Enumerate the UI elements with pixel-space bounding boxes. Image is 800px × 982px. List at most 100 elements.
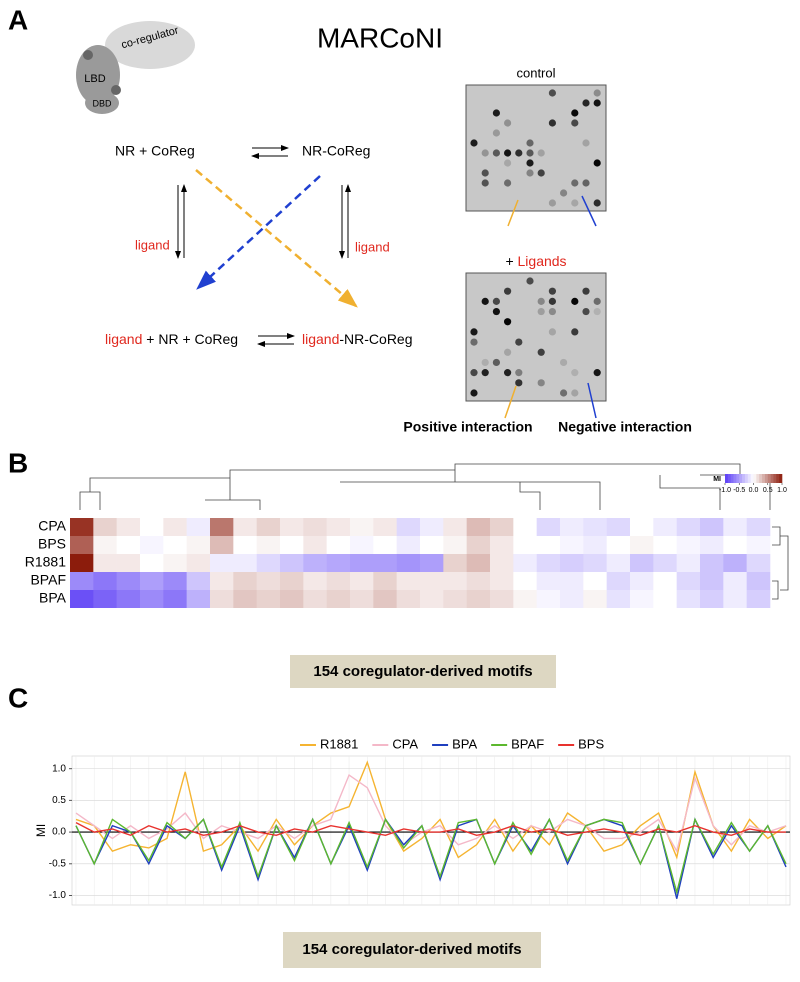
array-spot [481,369,489,377]
dendrogram [79,463,789,600]
array-spot [526,139,534,147]
heat-cell [653,536,677,554]
array-spot [504,369,512,377]
panel-label: B [8,447,28,478]
array-spot [582,307,590,316]
heat-cell [163,590,187,608]
heat-cell [536,572,561,590]
heat-cell [233,536,257,554]
ligand-label: ligand [355,239,390,254]
heat-cell [606,536,631,554]
array-spot [593,89,601,97]
array-spot [571,328,579,336]
heat-cell [723,518,747,536]
heat-cell [583,572,607,590]
interaction-label: Negative interaction [558,419,692,435]
y-tick-label: 0.5 [52,795,66,806]
array-spot [537,307,545,316]
array-spot [582,139,590,147]
heat-cell [723,572,747,590]
colorbar-tick-label: 1.0 [777,487,787,494]
heat-cell [723,536,747,554]
interaction-label: Positive interaction [403,419,532,435]
heat-cell [653,554,677,572]
array-spot [593,307,601,316]
array-spot [504,287,512,295]
heat-cell [490,536,514,554]
array-spot [504,348,512,356]
heat-cell [326,518,351,536]
legend-label: BPA [452,736,477,751]
annotation-box [283,932,541,968]
heat-cell [93,536,117,554]
legend-label: CPA [392,736,418,751]
row-label: CPA [38,518,66,534]
array-spot [492,297,500,305]
heat-cell [163,536,187,554]
array-spot [504,179,512,187]
array-image [465,84,607,212]
colorbar-step [727,474,731,483]
array-spot [526,277,534,285]
heat-cell [746,536,771,554]
array-spot [537,149,545,157]
heat-cell [606,572,631,590]
heat-cell [653,590,677,608]
array-spot [582,287,590,295]
heat-cell [490,572,514,590]
array-spot [470,328,478,336]
array-spot [481,169,489,177]
heat-cell [326,572,351,590]
heat-cell [210,572,234,590]
heat-cell [256,518,281,536]
array-spot [481,179,489,187]
heat-cell [233,572,257,590]
heat-cell [70,536,94,554]
array-spot [492,149,500,157]
heat-cell [606,518,631,536]
legend-label: R1881 [320,736,358,751]
ligand-word: ligand [105,331,142,347]
array-spot [593,159,601,167]
heat-cell [700,518,724,536]
heat-cell [186,536,211,554]
heat-cell [466,572,491,590]
heat-cell [256,572,281,590]
array-spot [560,189,568,197]
heat-cell [396,518,421,536]
dashed-arrow [196,175,321,290]
heat-cell [466,518,491,536]
array-spot [548,199,557,207]
heat-cell [606,554,631,572]
annotation-box [290,655,556,688]
heat-cell [583,590,607,608]
ligands-word: Ligands [518,253,567,269]
heat-cell [163,518,187,536]
heat-cell [676,590,701,608]
array-spot [492,109,500,117]
heat-cell [70,518,94,536]
array-spot [526,149,534,157]
heat-cell [443,518,467,536]
panel-label: C [8,682,28,713]
array-spot [571,297,579,305]
heat-cell [700,536,724,554]
heat-cell [583,518,607,536]
heat-cell [350,536,374,554]
heat-cell [560,572,584,590]
heat-cell [140,590,164,608]
array-spot [504,149,512,157]
heat-cell [163,572,187,590]
scheme-text: ligand + NR + CoReg [105,331,238,347]
heat-cell [93,518,117,536]
heat-cell [280,590,304,608]
legend-label: BPS [578,736,604,751]
heat-cell [583,554,607,572]
colorbar-step [756,474,760,483]
array-spot [548,89,557,97]
heat-cell [396,572,421,590]
heat-cell [466,554,491,572]
array-spot [515,149,523,157]
heat-cell [210,518,234,536]
array-spot [515,338,523,346]
